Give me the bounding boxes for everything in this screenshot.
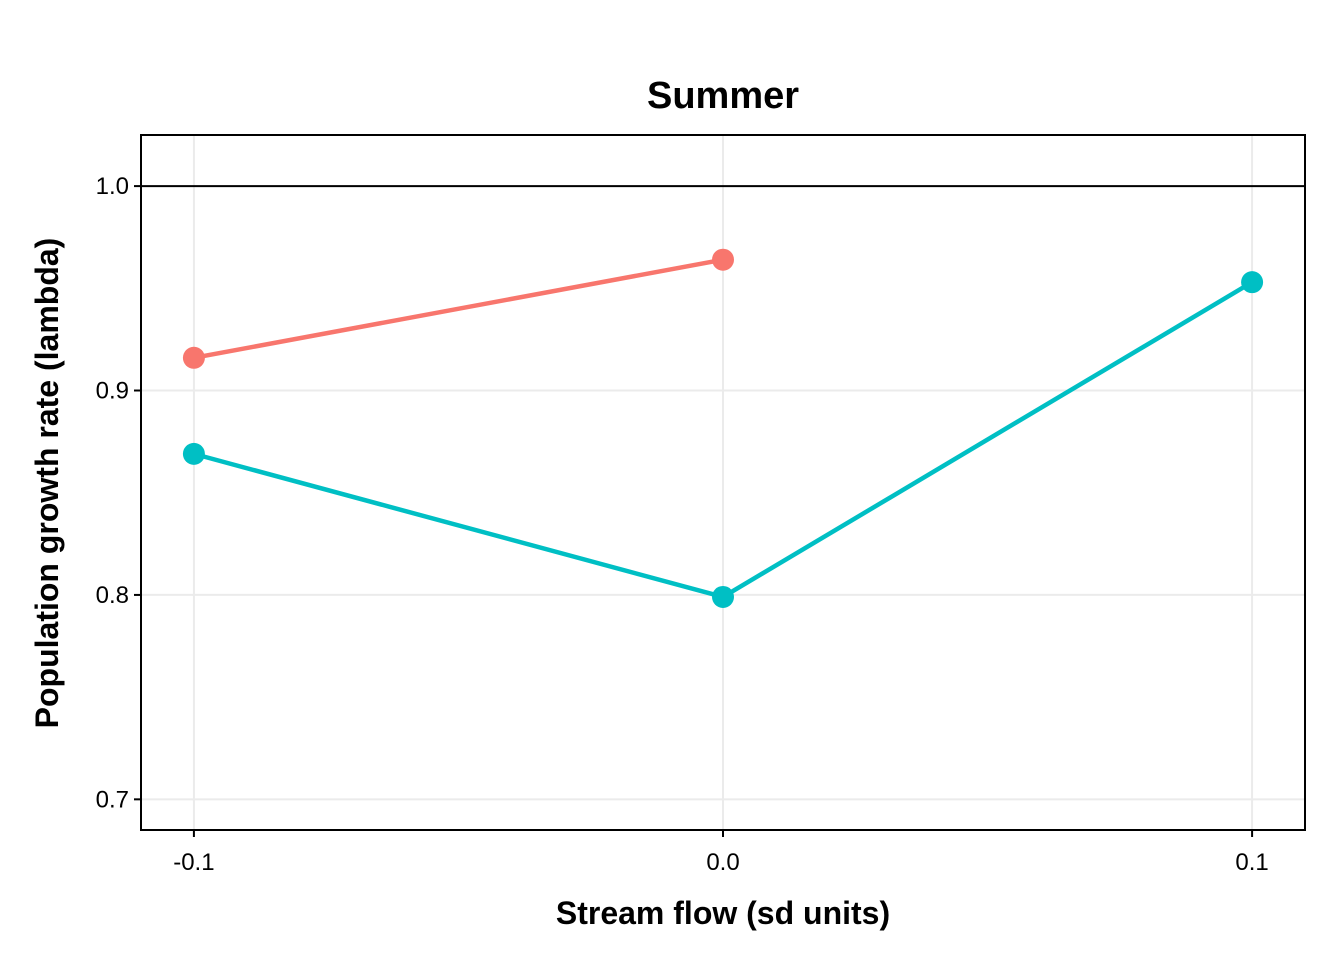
series-1-point-1 [712,585,734,608]
series-0-point-0 [182,346,205,369]
series-layer [182,248,1264,608]
y-tick-label-0: 0.7 [96,786,129,813]
grid-layer [141,135,1305,830]
x-tick-label-2: 0.1 [1235,849,1268,876]
x-tick-label-0: -0.1 [173,849,214,876]
tick-layer: 0.7 0.8 0.9 1.0 -0.1 0.0 0.1 [96,173,1269,876]
series-0-point-1 [712,248,734,271]
y-axis-title: Population growth rate (lambda) [29,238,65,729]
y-tick-label-1: 0.8 [96,582,129,609]
x-tick-label-1: 0.0 [706,849,739,876]
series-1-point-0 [182,442,205,465]
y-tick-label-2: 0.9 [96,378,129,405]
series-0-line [193,257,724,361]
x-axis-title: Stream flow (sd units) [556,895,890,931]
y-tick-label-3: 1.0 [96,173,129,200]
series-1-point-2 [1241,271,1264,294]
chart-title: Summer [647,75,799,117]
